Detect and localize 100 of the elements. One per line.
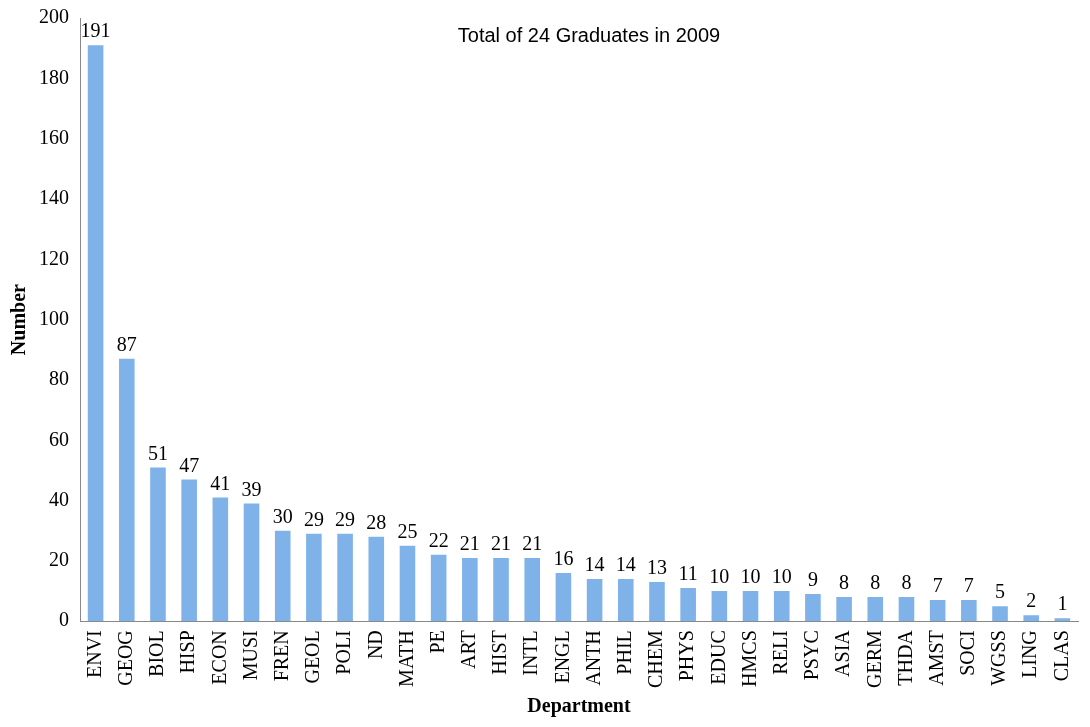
data-label: 14: [615, 553, 636, 576]
x-tick-label: PE: [425, 630, 448, 654]
x-tick-label: FREN: [269, 630, 292, 682]
x-tick-label: ND: [363, 630, 386, 660]
data-label: 47: [179, 453, 200, 476]
bar: [586, 578, 603, 622]
y-tick-label: 40: [49, 487, 69, 510]
x-tick-label: MUSI: [238, 630, 261, 681]
bar: [649, 582, 665, 622]
bar: [1023, 615, 1040, 622]
bar: [961, 600, 977, 622]
x-tick-label: AMST: [924, 630, 947, 686]
data-label: 13: [646, 556, 667, 579]
x-tick-label: WGSS: [987, 630, 1010, 686]
bar: [524, 557, 541, 622]
data-label: 39: [241, 477, 262, 500]
bar: [399, 545, 416, 622]
x-tick-label: SOCI: [956, 630, 979, 676]
bar: [898, 597, 915, 622]
chart-title: Total of 24 Graduates in 2009: [457, 23, 721, 46]
bar: [368, 536, 385, 622]
x-tick-label: ASIA: [831, 629, 854, 677]
data-label: 7: [932, 574, 943, 597]
bar: [181, 479, 197, 622]
data-label: 9: [807, 568, 818, 591]
x-tick-label: ECON: [207, 630, 230, 685]
data-label: 87: [116, 333, 137, 356]
x-tick-label: HIST: [488, 630, 511, 675]
x-axis-title: Department: [527, 694, 631, 718]
bar: [742, 591, 759, 622]
y-tick-label: 200: [39, 5, 69, 28]
bar: [87, 45, 104, 622]
data-label: 10: [771, 565, 792, 588]
y-tick-label: 20: [49, 548, 69, 571]
x-tick-label: HMCS: [737, 630, 760, 687]
data-label: 21: [522, 532, 543, 555]
bar: [992, 606, 1008, 622]
x-tick-label: THDA: [893, 629, 916, 686]
bar: [118, 358, 135, 622]
bar: [430, 554, 447, 622]
x-tick-label: ENVI: [82, 630, 105, 678]
data-label: 25: [397, 520, 418, 543]
y-tick-label: 120: [39, 246, 69, 269]
bar: [1054, 618, 1071, 622]
bar: [929, 600, 946, 622]
data-label: 8: [870, 571, 881, 594]
data-label: 1: [1057, 592, 1068, 615]
y-tick-label: 100: [39, 306, 69, 329]
x-tick-label: CHEM: [644, 630, 667, 689]
bar: [867, 597, 884, 622]
data-label: 2: [1026, 589, 1037, 612]
bar: [805, 594, 821, 622]
y-tick-label: 0: [59, 608, 69, 631]
bar: [212, 497, 229, 622]
data-label: 11: [678, 562, 698, 585]
bar: [711, 591, 728, 622]
data-label: 28: [366, 511, 387, 534]
x-tick-label: LING: [1018, 630, 1041, 678]
bar: [680, 588, 696, 622]
data-label: 30: [272, 504, 293, 527]
data-label: 10: [740, 565, 761, 588]
x-tick-label: ART: [457, 630, 480, 670]
data-label: 29: [303, 508, 324, 530]
x-tick-label: GERM: [862, 630, 885, 689]
bar: [617, 578, 634, 622]
data-label: 16: [553, 547, 574, 570]
x-tick-label: EDUC: [706, 630, 729, 685]
bar: [462, 557, 478, 622]
data-label: 51: [147, 441, 168, 464]
x-tick-label: RELI: [768, 630, 791, 675]
bar: [150, 467, 166, 622]
x-tick-label: PSYC: [800, 630, 823, 681]
data-label: 8: [901, 571, 912, 594]
data-label: 14: [584, 553, 605, 576]
data-label: 21: [459, 532, 480, 555]
data-label: 7: [963, 574, 974, 597]
data-label: 5: [995, 580, 1006, 603]
y-tick-label: 140: [39, 186, 69, 209]
y-tick-label: 180: [39, 65, 69, 88]
x-tick-label: POLI: [332, 630, 355, 675]
y-tick-label: 80: [49, 367, 69, 390]
x-tick-label: GEOL: [301, 630, 324, 684]
x-tick-label: HISP: [176, 630, 199, 674]
bar: [306, 533, 322, 622]
x-tick-label: ENGL: [550, 630, 573, 684]
x-tick-label: BIOL: [145, 630, 168, 677]
bar: [493, 557, 509, 622]
x-tick-label: GEOG: [114, 630, 137, 686]
x-tick-label: MATH: [394, 630, 417, 687]
bar: [274, 530, 291, 622]
data-label: 10: [709, 565, 730, 588]
x-tick-label: PHIL: [613, 630, 636, 675]
x-tick-label: INTL: [519, 630, 542, 676]
data-label: 191: [80, 19, 111, 42]
y-tick-label: 60: [49, 427, 69, 450]
bar: [836, 597, 852, 622]
data-label: 22: [428, 529, 449, 552]
y-tick-label: 160: [39, 125, 69, 148]
bar: [555, 572, 572, 622]
y-axis-title: Number: [7, 283, 30, 356]
